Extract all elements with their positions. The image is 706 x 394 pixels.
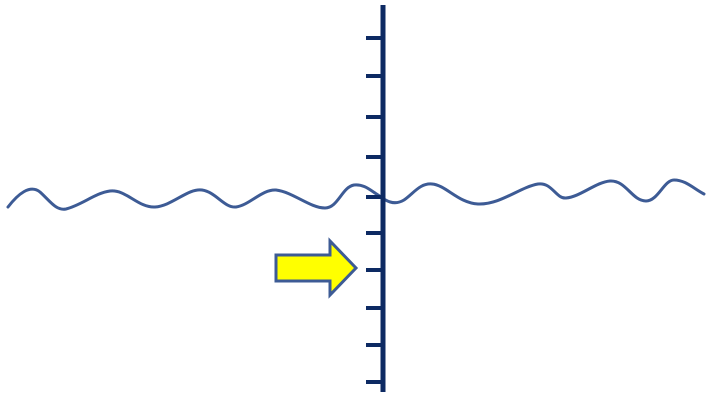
- right-arrow-icon: [274, 237, 359, 299]
- wave-line: [6, 178, 706, 211]
